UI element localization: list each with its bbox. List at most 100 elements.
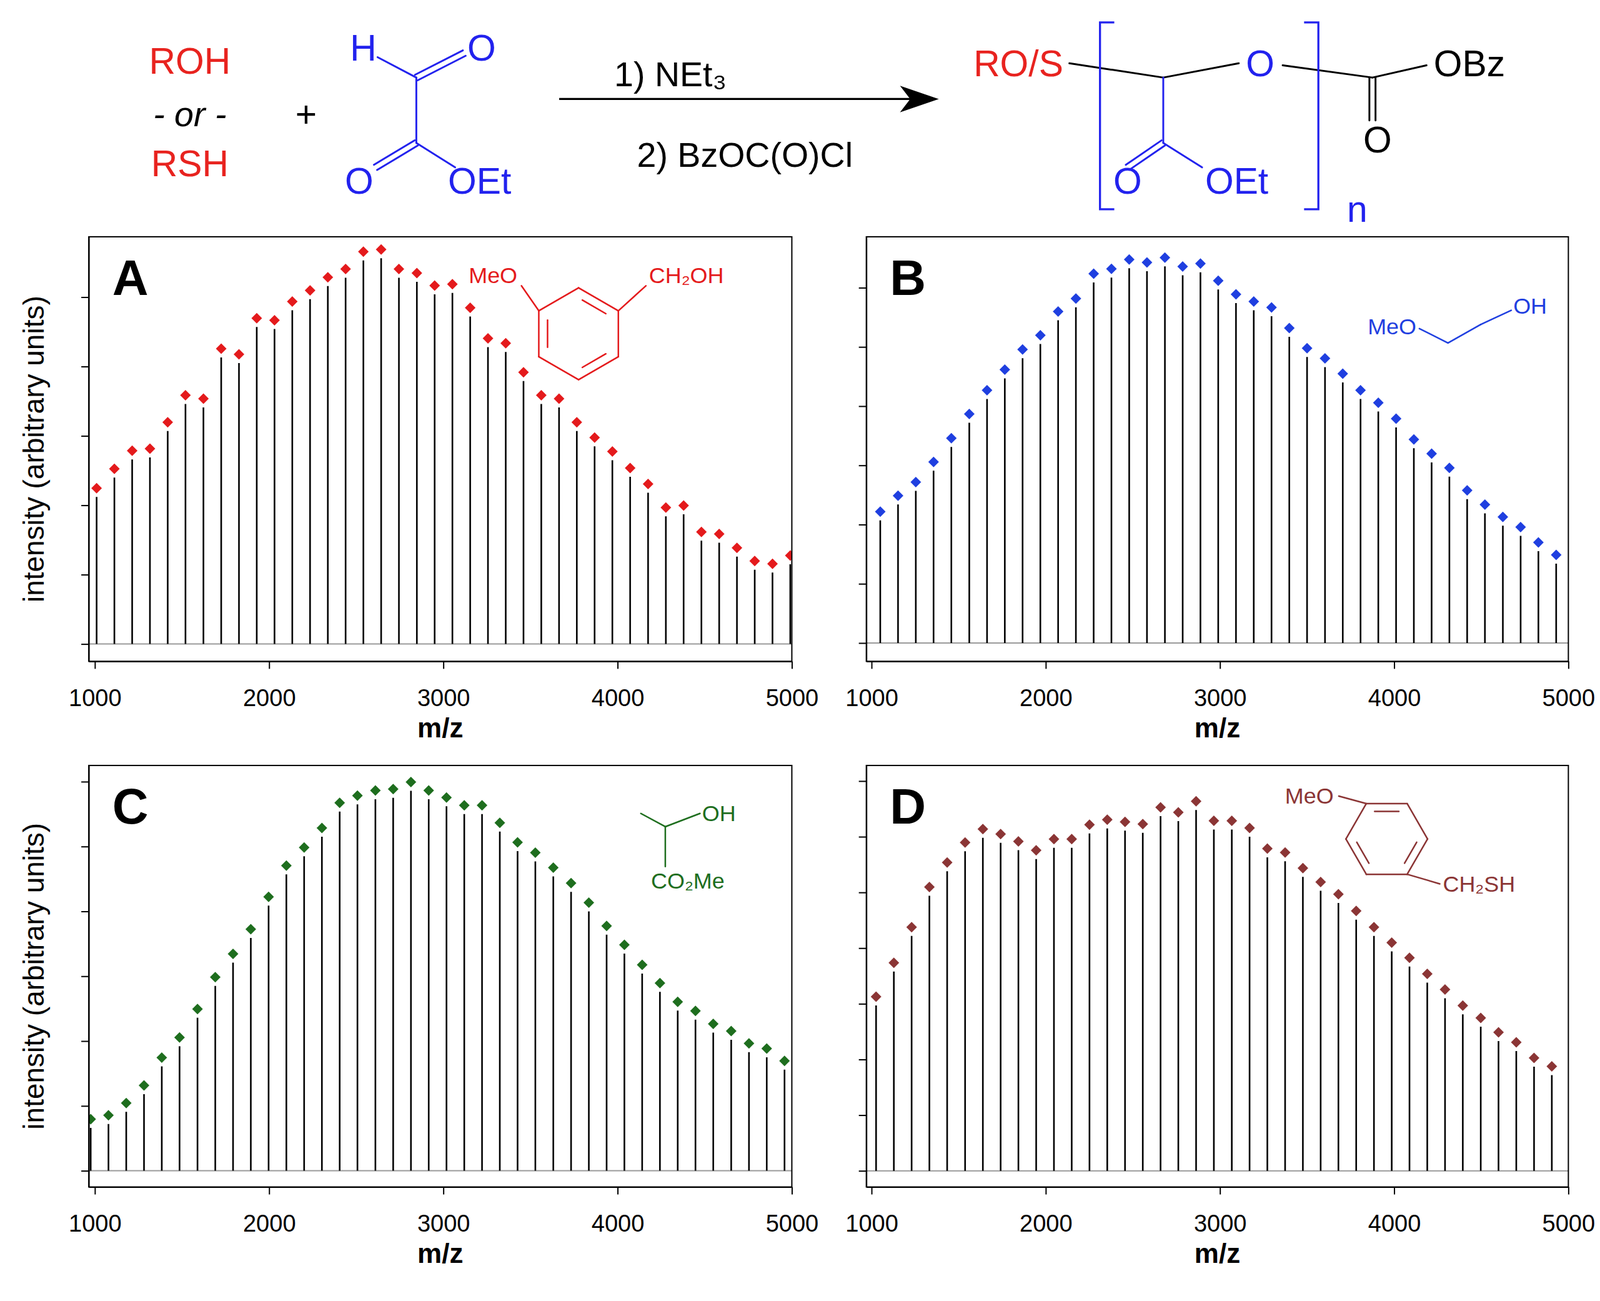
y-tick (859, 947, 867, 949)
y-tick (859, 1058, 867, 1060)
y-tick (859, 780, 867, 782)
x-tick-label: 2000 (1019, 684, 1073, 711)
peak-marker (870, 991, 882, 1003)
peak-stick (623, 953, 626, 1171)
structure-label: OH (1513, 293, 1547, 319)
initiator-structure: MeOCH₂OH (468, 262, 724, 380)
data-marks (88, 776, 790, 1171)
peak-stick (946, 870, 949, 1171)
x-axis: 10002000300040005000 (845, 660, 1596, 711)
bond (377, 145, 418, 170)
peak-stick (1213, 829, 1216, 1171)
x-tick-label: 2000 (243, 1210, 297, 1237)
x-tick-label: 3000 (1193, 684, 1248, 711)
peak-marker (144, 442, 155, 454)
x-tick: 5000 (1542, 1187, 1596, 1238)
peak-stick (220, 357, 223, 645)
x-tick-label: 2000 (243, 684, 297, 711)
bond (1480, 310, 1512, 325)
peak-marker (963, 408, 975, 420)
x-tick-mark (442, 660, 445, 669)
peak-stick (1359, 399, 1362, 643)
x-tick-mark (871, 660, 873, 669)
peak-stick (1501, 525, 1504, 643)
x-tick: 4000 (591, 1187, 645, 1238)
peak-stick (735, 556, 738, 645)
peak-stick (143, 1093, 145, 1171)
peak-marker (1297, 862, 1309, 874)
peak-marker (553, 393, 565, 405)
peak-stick (107, 1123, 110, 1171)
y-tick (859, 1170, 867, 1172)
structure-label: MeO (468, 262, 518, 289)
x-tick-label: 1000 (68, 1210, 122, 1237)
x-axis: 1000 2000 3000 4000 5000 (68, 1187, 819, 1238)
bond (1372, 65, 1427, 79)
y-tick (859, 1003, 867, 1004)
peak-marker (1123, 254, 1135, 265)
x-tick-mark (268, 660, 270, 669)
peak-stick (754, 569, 756, 645)
peak-marker (156, 1052, 167, 1063)
peak-marker (1493, 1027, 1504, 1038)
atom: H (349, 27, 377, 69)
bond (377, 56, 417, 78)
peak-marker (1426, 447, 1437, 459)
peak-stick (1182, 275, 1184, 643)
y-tick-mark (81, 296, 89, 299)
initiator-structure: MeOCH₂SH (1285, 782, 1516, 896)
x-tick: 5000 (765, 1187, 820, 1238)
y-tick-mark (859, 892, 867, 894)
peak-marker (269, 314, 280, 326)
peak-stick (433, 294, 436, 645)
peak-marker (1315, 876, 1326, 888)
y-tick (81, 366, 89, 368)
x-tick: 3000 (417, 1187, 471, 1238)
peak-marker (1528, 1052, 1540, 1064)
y-tick (859, 524, 867, 525)
arrow-shaft (559, 98, 914, 100)
x-tick-mark (1219, 660, 1221, 669)
peak-stick (1003, 377, 1006, 643)
peak-stick (268, 905, 270, 1171)
peak-stick (273, 329, 276, 645)
peak-marker (707, 1018, 719, 1029)
peak-marker (1070, 293, 1082, 304)
bond (1374, 810, 1399, 813)
peak-marker (619, 939, 630, 950)
y-tick (81, 297, 89, 299)
x-tick-label: 5000 (1542, 684, 1596, 711)
peak-marker (1515, 521, 1526, 533)
peak-stick (196, 1017, 199, 1171)
peak-marker (1266, 301, 1278, 313)
peak-marker (352, 790, 363, 801)
peak-marker (357, 246, 369, 257)
x-tick-label: 3000 (417, 1210, 471, 1237)
peak-marker (995, 828, 1006, 840)
peak-stick (487, 346, 490, 644)
peak-marker (369, 784, 381, 796)
peak-marker (387, 783, 399, 795)
peak-marker (263, 891, 274, 903)
y-tick-mark (859, 642, 867, 644)
peak-stick (986, 399, 989, 643)
x-tick-mark (617, 660, 619, 669)
x-tick: 3000 (1193, 660, 1248, 711)
peak-marker (654, 977, 666, 989)
peak-stick (534, 861, 537, 1171)
peak-stick (1123, 830, 1126, 1171)
peak-stick (712, 1032, 715, 1171)
peak-marker (731, 542, 743, 553)
peak-stick (1355, 919, 1357, 1171)
peak-stick (1146, 271, 1149, 643)
peak-stick (1017, 849, 1020, 1171)
atom: O (1113, 160, 1143, 202)
peak-marker (494, 817, 506, 828)
peak-marker (1195, 258, 1206, 269)
bond (1404, 842, 1417, 864)
peak-marker (482, 332, 494, 344)
peak-stick (1533, 1066, 1536, 1171)
peak-stick (682, 514, 685, 645)
peak-marker (1333, 889, 1344, 900)
peak-stick (481, 814, 483, 1171)
